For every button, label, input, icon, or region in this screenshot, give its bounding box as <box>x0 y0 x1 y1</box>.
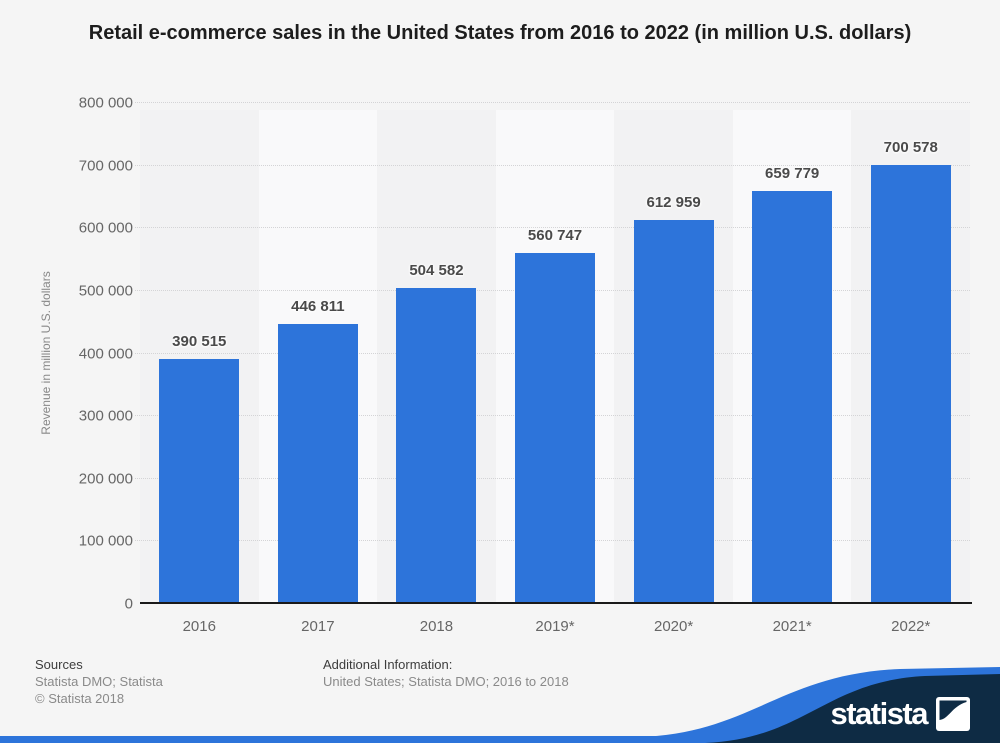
x-axis-line <box>140 602 972 604</box>
x-tick-label: 2018 <box>419 618 454 635</box>
bar-value-label: 700 578 <box>883 139 938 156</box>
x-tick-label: 2019* <box>535 618 575 635</box>
gridline <box>135 227 970 229</box>
gridline <box>135 164 970 166</box>
bar <box>633 220 714 604</box>
statista-logo: statista <box>830 697 970 731</box>
chart-title: Retail e-commerce sales in the United St… <box>88 22 912 44</box>
y-tick-label: 400 000 <box>78 345 133 362</box>
bar-value-label: 659 779 <box>765 165 820 182</box>
y-tick-label: 300 000 <box>78 407 133 425</box>
y-tick-label: 700 000 <box>78 157 133 175</box>
bar <box>515 253 596 604</box>
bar <box>752 191 833 604</box>
plot-area: 390 515 2016 446 811 2017 504 582 2018 560 747… <box>135 102 971 635</box>
bottom-accent-strip <box>0 736 1000 743</box>
gridline <box>135 102 970 103</box>
x-tick-label: 2020* <box>653 618 694 635</box>
x-tick-label: 2022* <box>891 618 931 635</box>
x-tick-label: 2016 <box>182 618 216 635</box>
bar-column: 659 779 2021* <box>733 103 852 635</box>
bar-column: 700 578 2022* <box>851 103 970 635</box>
footer-additional-info: Additional Information: United States; S… <box>323 657 569 691</box>
bar-value-label: 612 959 <box>646 194 701 211</box>
bar <box>396 288 477 604</box>
statista-logo-icon <box>936 697 970 731</box>
footer-sources: Sources Statista DMO; Statista © Statist… <box>35 657 163 708</box>
sources-line: Statista DMO; Statista <box>35 674 163 689</box>
sources-heading: Sources <box>35 657 83 672</box>
y-axis-title: Revenue in million U.S. dollars <box>39 271 53 435</box>
copyright-line: © Statista 2018 <box>35 691 125 706</box>
bar-value-label: 560 747 <box>527 227 583 244</box>
y-tick-label: 600 000 <box>78 219 133 237</box>
y-axis: 0 100 000 200 000 300 000 400 000 500 000 600 … <box>30 95 133 613</box>
bar-column: 504 582 2018 <box>377 103 496 635</box>
additional-info-heading: Additional Information: <box>323 657 453 672</box>
y-tick-label: 500 000 <box>78 282 133 300</box>
additional-info-line: United States; Statista DMO; 2016 to 201… <box>323 674 569 689</box>
wave-navy-fill <box>705 674 1000 743</box>
y-tick-label: 800 000 <box>78 94 133 112</box>
x-tick-label: 2021* <box>772 618 812 635</box>
y-tick-label: 100 000 <box>78 532 133 550</box>
bar-value-label: 390 515 <box>172 333 227 350</box>
bar-value-label: 504 582 <box>409 262 464 279</box>
bar <box>277 324 358 604</box>
bar-columns: 390 515 2016 446 811 2017 504 582 2018 560 747… <box>140 103 970 635</box>
bar-column: 612 959 2020* <box>614 103 733 635</box>
x-tick-label: 2017 <box>301 618 335 635</box>
bar <box>159 359 240 604</box>
bar-column: 390 515 2016 <box>140 103 259 635</box>
bar <box>870 165 951 604</box>
bar-value-label: 446 811 <box>291 298 345 315</box>
brand-wave-graphic <box>638 667 1000 743</box>
bar-column: 560 747 2019* <box>496 103 615 635</box>
y-tick-label: 0 <box>124 595 133 613</box>
statista-wordmark: statista <box>830 696 928 731</box>
bar-column: 446 811 2017 <box>259 103 378 635</box>
y-tick-label: 200 000 <box>78 470 133 488</box>
